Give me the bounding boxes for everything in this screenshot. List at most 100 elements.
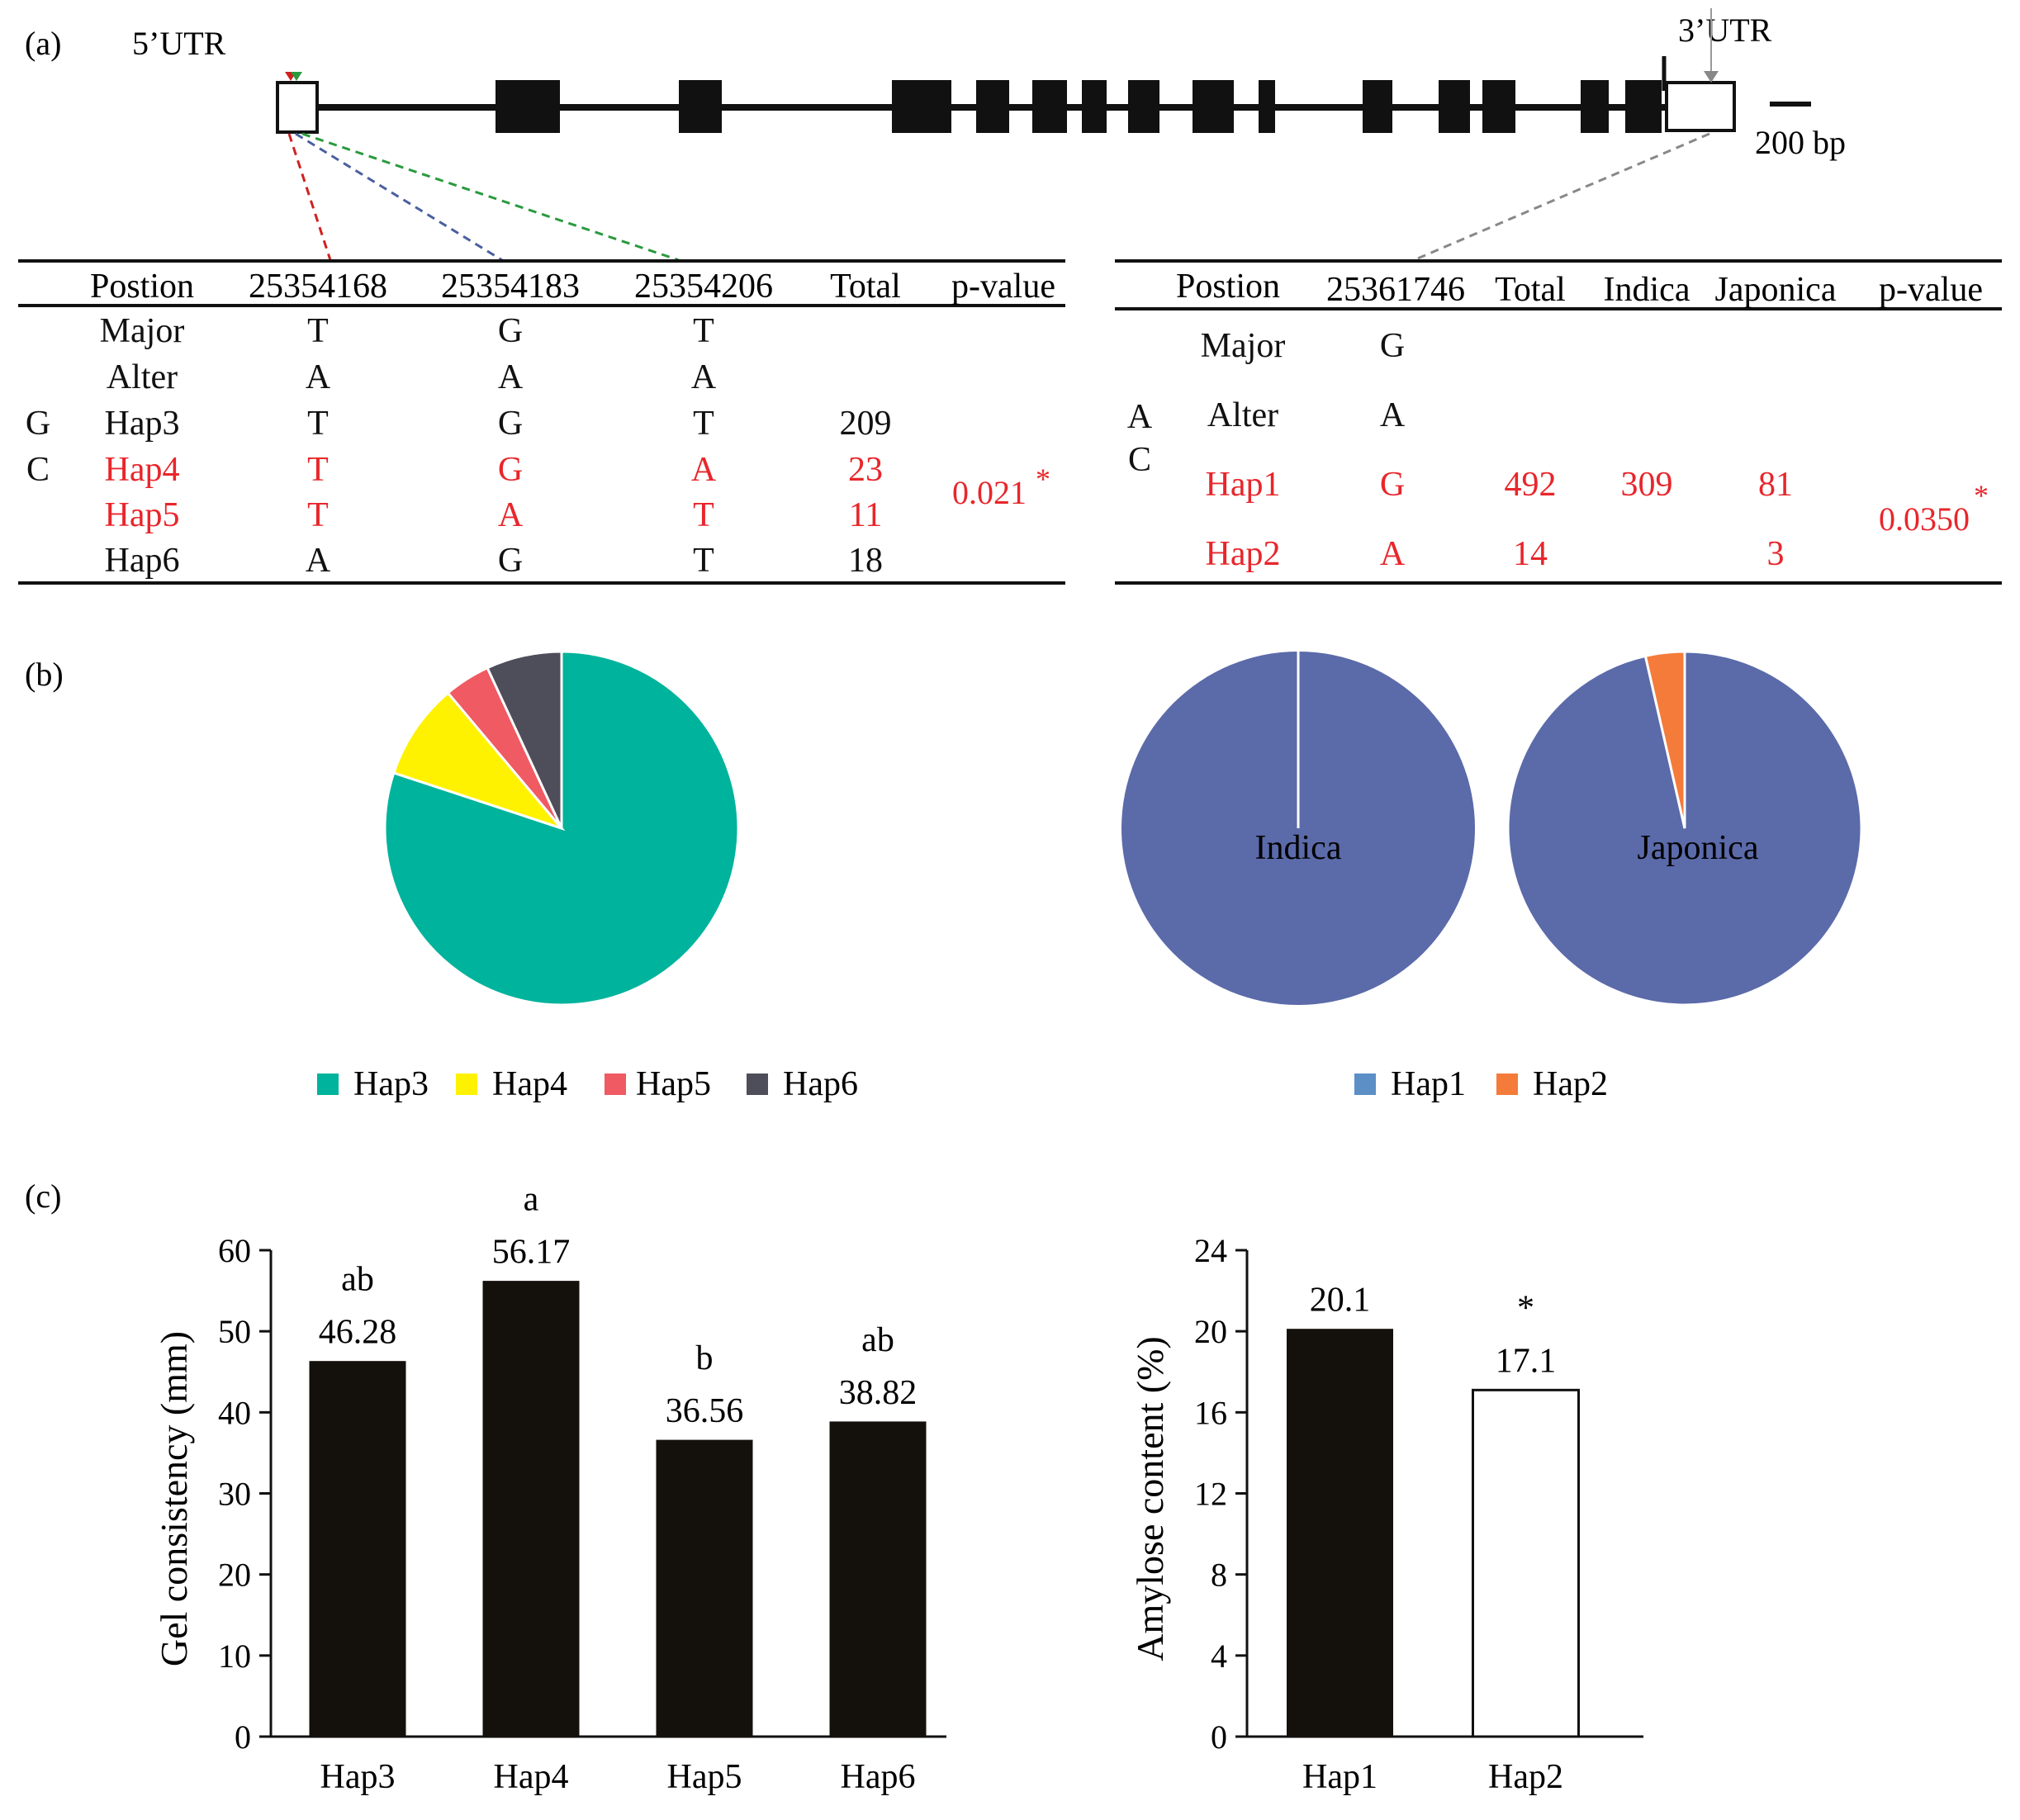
group-letter: C — [26, 451, 50, 489]
y-tick-label: 40 — [218, 1394, 251, 1431]
y-tick-label: 24 — [1194, 1232, 1227, 1269]
allele-cell: T — [307, 312, 329, 350]
allele-cell: T — [693, 496, 714, 534]
exon — [679, 80, 722, 133]
col-header: Japonica — [1715, 271, 1837, 309]
pie-chart-haplotypes — [385, 652, 738, 1005]
utr5-label: 5’UTR — [132, 25, 226, 62]
legend-swatch-hap5 — [605, 1074, 626, 1095]
significance-letter: ab — [341, 1261, 374, 1299]
row-name: Major — [1201, 327, 1286, 365]
allele-cell: T — [693, 312, 714, 350]
col-header: 25354206 — [634, 268, 773, 306]
utr3-label: 3’UTR — [1678, 12, 1772, 49]
allele-cell: A — [1380, 535, 1406, 573]
legend-label: Hap3 — [353, 1065, 429, 1103]
bar-chart-gel-consistency: 0 10 20 30 40 50 60 46.28 ab Hap3 56.17 a Hap4 36.56 b… — [218, 1181, 946, 1796]
bar-hap2 — [1473, 1390, 1579, 1737]
bar-hap5 — [657, 1440, 752, 1737]
row-name: Hap2 — [1206, 535, 1281, 573]
gene-structure: (a) 5’UTR 3’UTR 200 bp — [25, 8, 1846, 260]
y-tick-label: 50 — [218, 1313, 251, 1350]
bar-hap6 — [830, 1422, 926, 1737]
bar-hap1 — [1287, 1329, 1393, 1737]
y-tick-label: 60 — [218, 1232, 251, 1269]
row-name: Alter — [107, 358, 178, 396]
significance-star: * — [1036, 462, 1050, 495]
allele-cell: T — [693, 405, 714, 443]
japonica-cell: 81 — [1758, 466, 1793, 504]
legend-swatch-hap6 — [747, 1074, 768, 1095]
total-cell: 23 — [848, 451, 883, 489]
figure: (a) 5’UTR 3’UTR 200 bp — [0, 0, 2020, 1820]
col-header: Total — [1495, 271, 1566, 309]
exon — [1032, 80, 1067, 133]
pie-chart-japonica — [1508, 652, 1861, 1005]
allele-cell: A — [306, 358, 331, 396]
col-header: 25361746 — [1326, 271, 1465, 309]
allele-cell: A — [498, 496, 524, 534]
legend-swatch-hap1 — [1354, 1074, 1376, 1095]
panel-label-b: (b) — [25, 656, 64, 693]
exon — [1259, 80, 1275, 133]
total-cell: 11 — [849, 496, 882, 534]
utr3-box — [1667, 83, 1734, 130]
exon — [1581, 80, 1609, 133]
y-tick-label: 0 — [235, 1718, 251, 1756]
bar-value-label: 46.28 — [319, 1314, 397, 1352]
col-header: Postion — [90, 268, 194, 306]
allele-cell: T — [693, 542, 714, 580]
row-name: Hap3 — [105, 405, 180, 443]
col-header: p-value — [1879, 271, 1983, 309]
col-header: 25354183 — [441, 268, 580, 306]
bar-value-label: 38.82 — [839, 1374, 918, 1412]
x-tick-label: Hap2 — [1488, 1758, 1563, 1796]
allele-cell: A — [306, 542, 331, 580]
panel-label-a: (a) — [25, 25, 61, 62]
significance-letter: * — [1517, 1289, 1534, 1327]
total-cell: 209 — [840, 405, 892, 443]
significance-letter: a — [524, 1181, 539, 1219]
haplotype-table-left: Postion 25354168 25354183 25354206 Total… — [18, 261, 1065, 583]
col-header: Postion — [1176, 268, 1280, 306]
y-axis-label-gel: Gel consistency (mm) — [153, 1331, 195, 1666]
allele-cell: A — [691, 451, 717, 489]
exon — [496, 80, 560, 133]
allele-cell: T — [307, 451, 329, 489]
col-header: Indica — [1604, 271, 1690, 309]
exon — [1193, 80, 1234, 133]
row-name: Hap6 — [105, 542, 180, 580]
significance-letter: ab — [861, 1321, 894, 1359]
x-tick-label: Hap6 — [841, 1758, 916, 1796]
panel-label-c: (c) — [25, 1178, 61, 1215]
group-letter: C — [1128, 441, 1151, 479]
x-tick-label: Hap4 — [494, 1758, 569, 1796]
exon — [1482, 80, 1515, 133]
y-tick-label: 20 — [1194, 1313, 1227, 1350]
row-name: Hap1 — [1206, 466, 1281, 504]
legend-left: Hap3 Hap4 Hap5 Hap6 — [317, 1065, 858, 1103]
connector-snp3 — [302, 134, 679, 260]
bar-chart-amylose: 0 4 8 12 16 20 24 20.1 Hap1 17.1 * Hap2 — [1194, 1232, 1643, 1796]
x-tick-label: Hap1 — [1302, 1758, 1377, 1796]
haplotype-table-right: Postion 25361746 Total Indica Japonica p… — [1115, 261, 2002, 583]
bar-value-label: 56.17 — [492, 1234, 571, 1272]
connector-snp2 — [296, 134, 502, 260]
legend-label: Hap4 — [492, 1065, 567, 1103]
connector-snp-3utr — [1414, 134, 1709, 260]
exon — [1082, 80, 1107, 133]
exon — [892, 80, 951, 133]
y-tick-label: 8 — [1211, 1557, 1227, 1594]
y-tick-label: 30 — [218, 1476, 251, 1513]
pie-title-indica: Indica — [1255, 829, 1342, 867]
pie-title-japonica: Japonica — [1638, 829, 1759, 867]
total-cell: 492 — [1505, 466, 1557, 504]
row-name: Major — [100, 312, 185, 350]
y-tick-label: 12 — [1194, 1476, 1227, 1513]
indica-cell: 309 — [1621, 466, 1673, 504]
p-value-right: 0.0350 — [1879, 500, 1970, 538]
legend-right: Hap1 Hap2 — [1354, 1065, 1608, 1103]
row-name: Alter — [1207, 396, 1278, 434]
exon — [1363, 80, 1392, 133]
scale-bar-label: 200 bp — [1755, 124, 1846, 161]
